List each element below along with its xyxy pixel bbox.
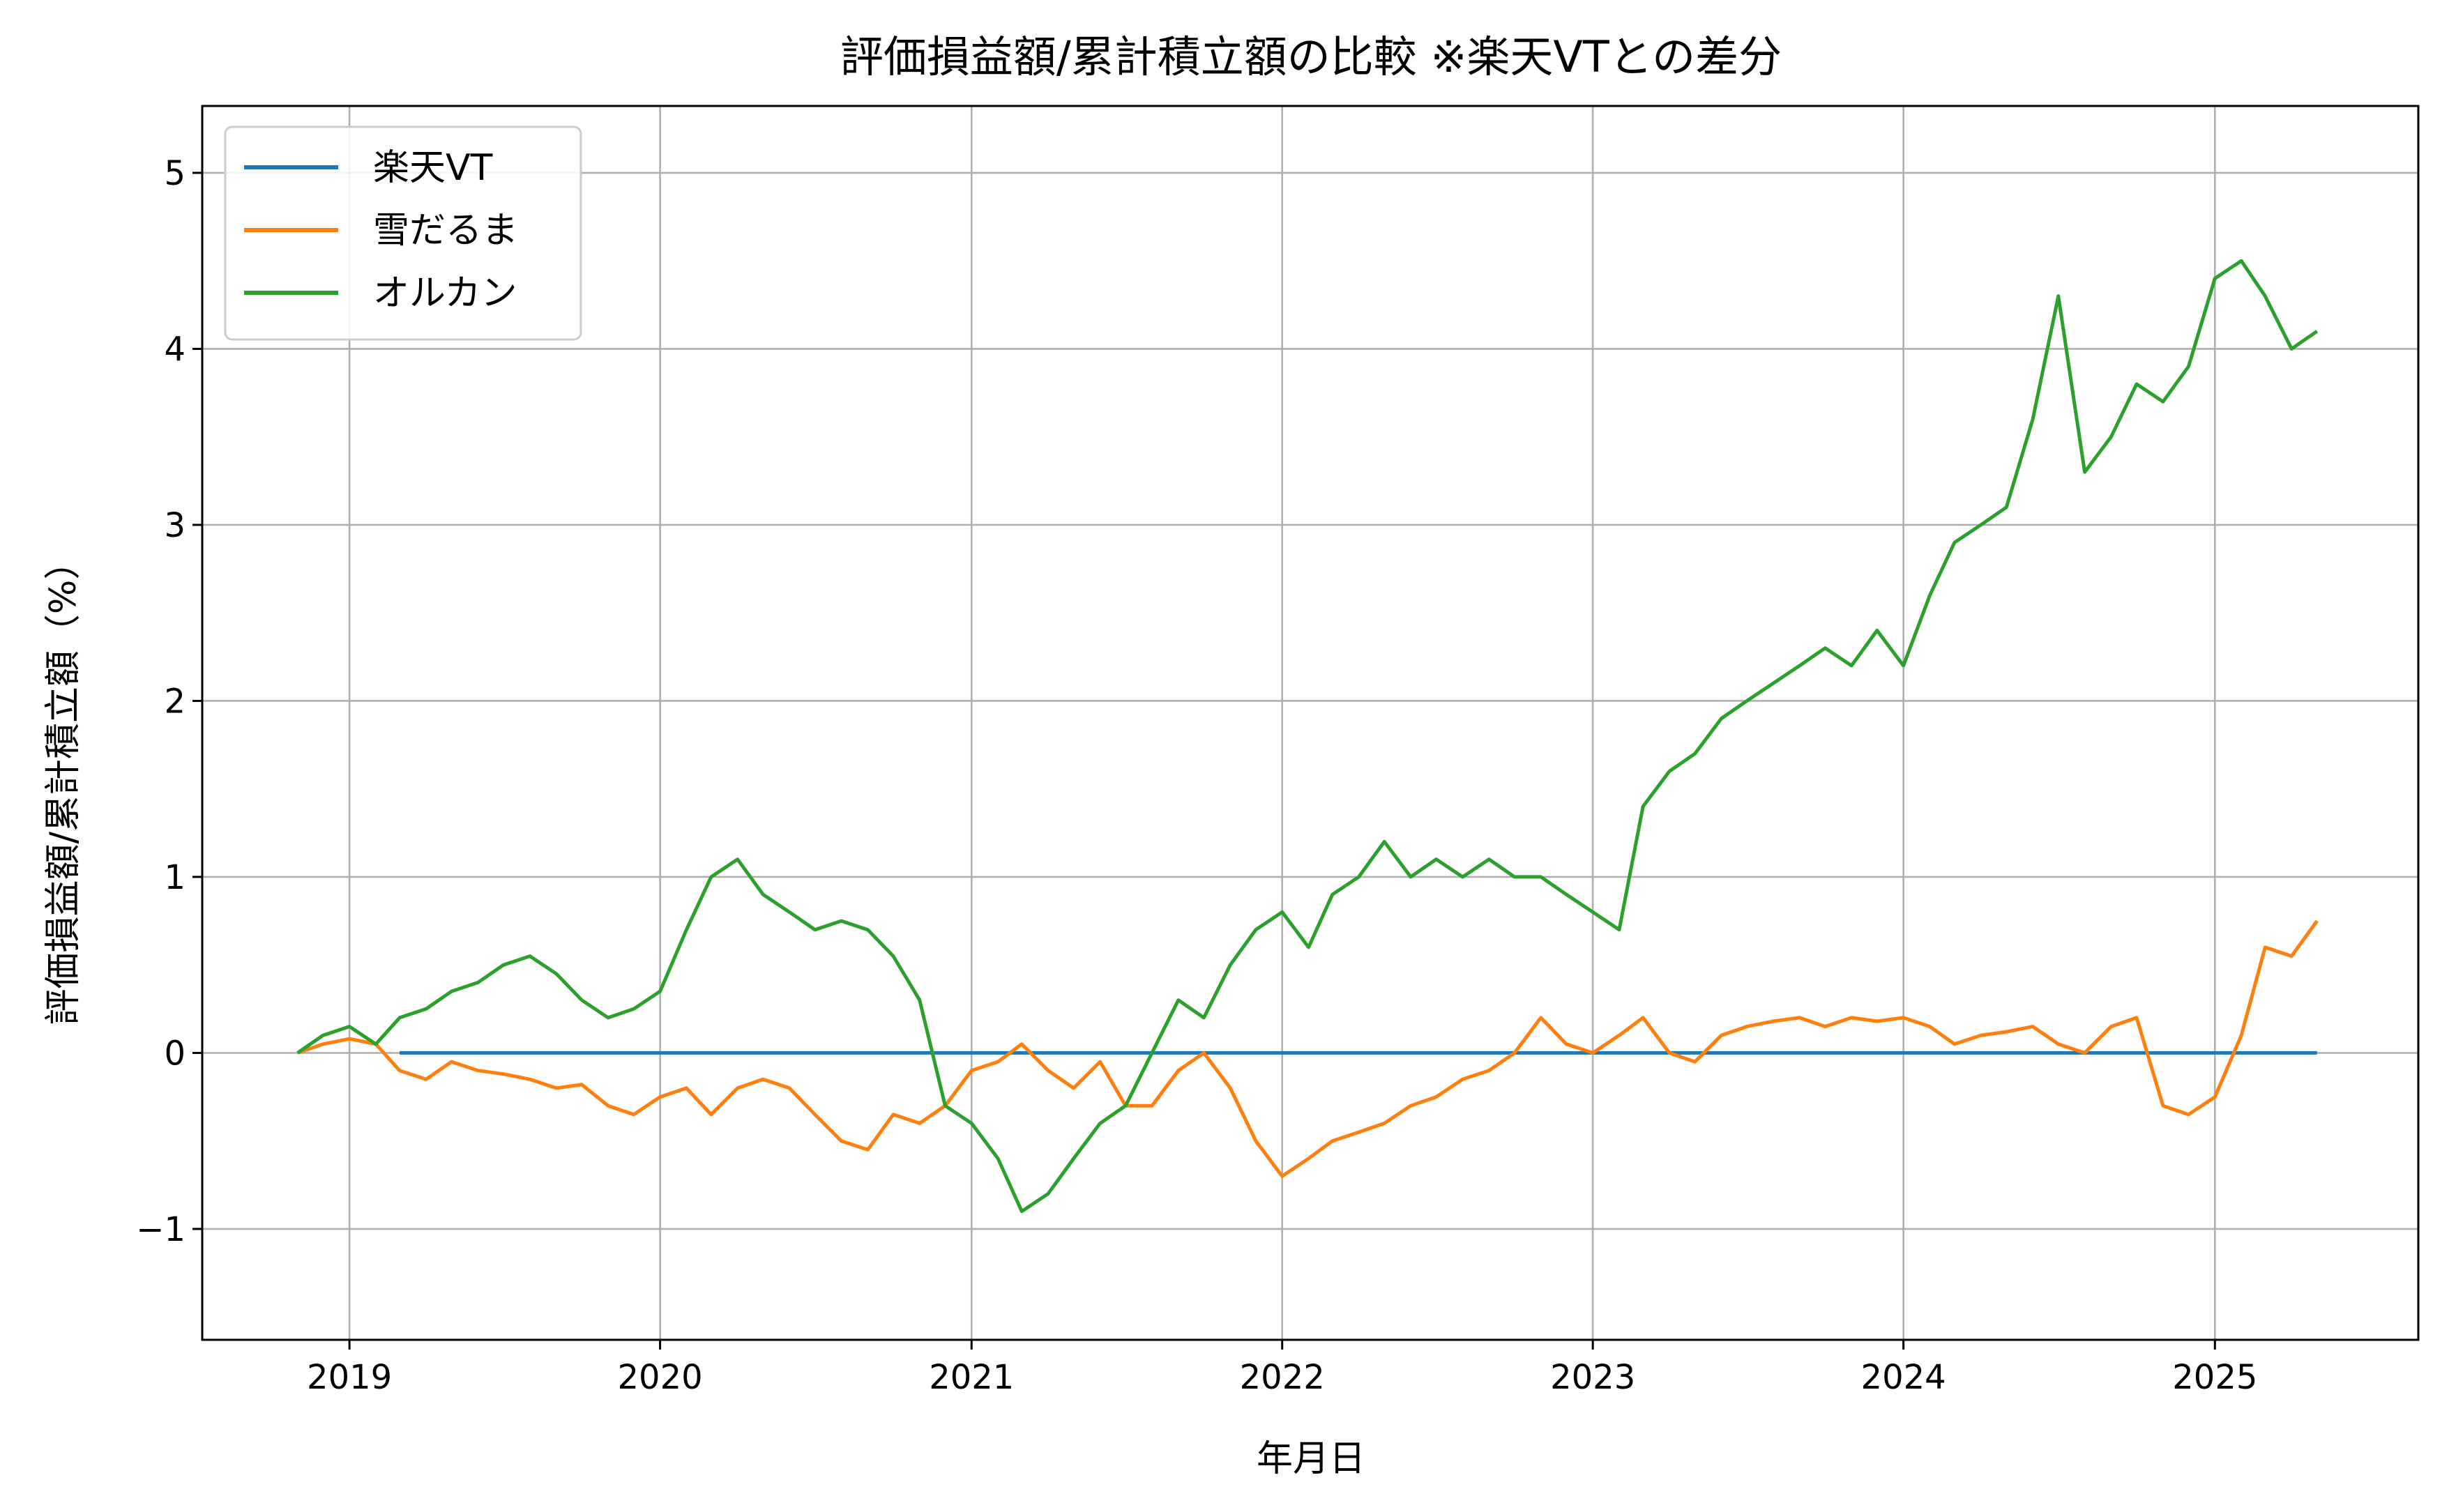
legend-label: オルカン xyxy=(373,273,517,314)
y-tick-label: 2 xyxy=(164,682,185,721)
legend-box xyxy=(224,125,582,341)
y-tick-label: −1 xyxy=(136,1210,185,1249)
y-tick-label: 5 xyxy=(164,154,185,193)
y-axis-title: 評価損益額/累計積立額（%） xyxy=(43,544,84,1025)
chart-title: 評価損益額/累計積立額の比較 ※楽天VTとの差分 xyxy=(840,31,1782,82)
x-tick-label: 2025 xyxy=(2172,1358,2257,1397)
x-axis-title: 年月日 xyxy=(1257,1438,1365,1480)
legend-label: 楽天VT xyxy=(373,147,493,189)
x-tick-label: 2022 xyxy=(1240,1358,1325,1397)
axis-ticks: 2019 2020 2021 2022 2023 2024 2025 −1 0 1 2 3 4 5 xyxy=(136,154,2257,1397)
y-tick-label: 1 xyxy=(164,858,185,897)
x-tick-label: 2023 xyxy=(1550,1358,1635,1397)
x-tick-label: 2024 xyxy=(1861,1358,1946,1397)
y-tick-label: 0 xyxy=(164,1034,185,1073)
y-axis-label: 評価損益額/累計積立額（%） xyxy=(43,544,84,1025)
series-lines xyxy=(296,259,2319,1214)
y-tick-label: 4 xyxy=(164,330,185,369)
legend-label: 雪だるま xyxy=(373,210,518,252)
series-line-1 xyxy=(296,919,2319,1178)
x-tick-label: 2020 xyxy=(618,1358,703,1397)
x-axis-label: 年月日 xyxy=(1257,1438,1365,1480)
y-tick-label: 3 xyxy=(164,506,185,545)
series-line-2 xyxy=(296,259,2319,1214)
plot-frame xyxy=(201,105,2420,1341)
x-tick-label: 2021 xyxy=(929,1358,1014,1397)
x-tick-label: 2019 xyxy=(307,1358,392,1397)
